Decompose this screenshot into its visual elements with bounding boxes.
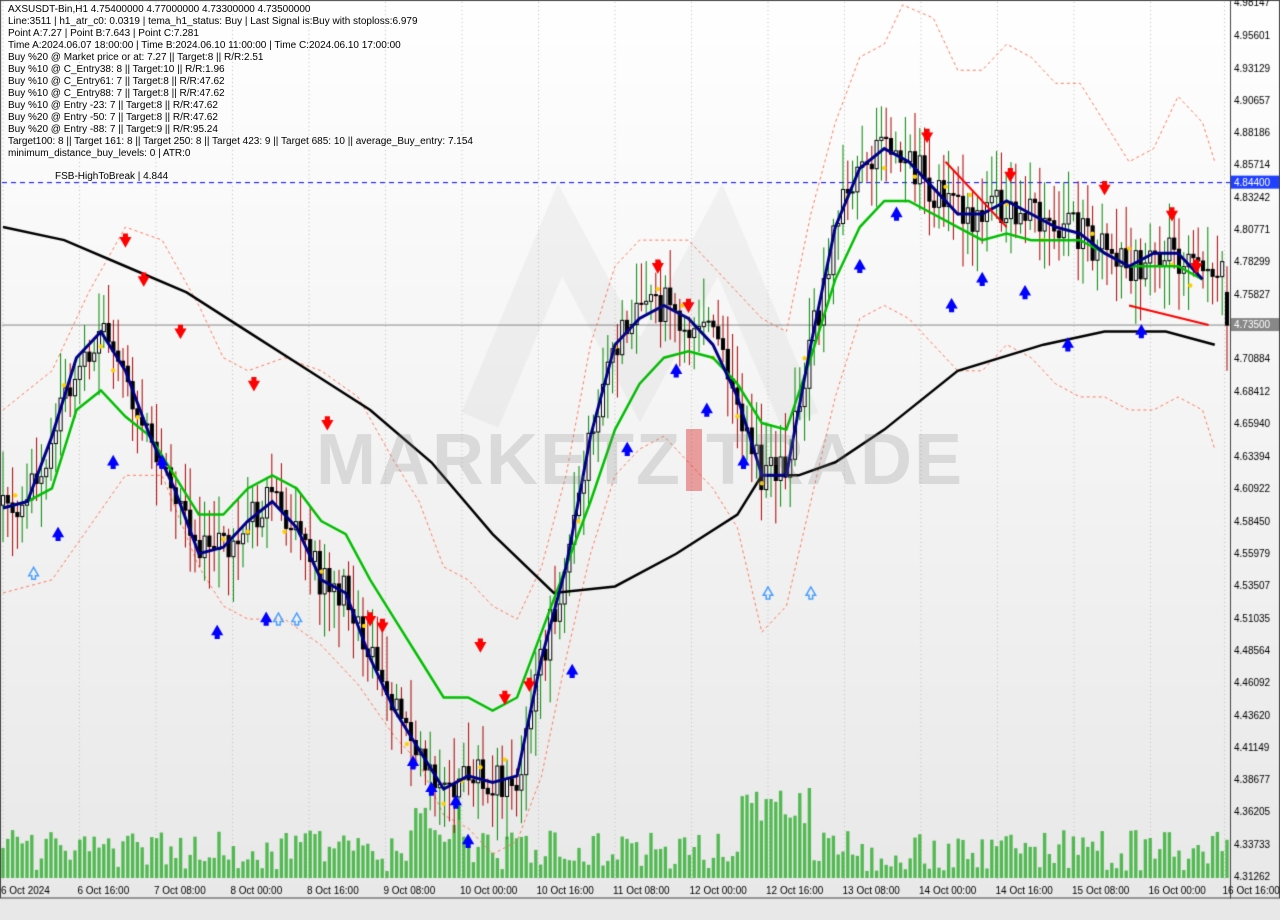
header-line: Buy %20 @ Entry -50: 7 || Target:8 || R/… — [8, 112, 473, 124]
chart-title: AXSUSDT-Bin,H1 4.75400000 4.77000000 4.7… — [8, 4, 473, 16]
header-line: Buy %10 @ C_Entry61: 7 || Target:8 || R/… — [8, 76, 473, 88]
header-line: Buy %10 @ C_Entry88: 7 || Target:8 || R/… — [8, 88, 473, 100]
header-line: Buy %20 @ Market price or at: 7.27 || Ta… — [8, 52, 473, 64]
chart-container: MARKETZ TRADE AXSUSDT-Bin,H1 4.75400000 … — [0, 0, 1280, 920]
header-line: Point A:7.27 | Point B:7.643 | Point C:7… — [8, 28, 473, 40]
header-line: Buy %10 @ Entry -23: 7 || Target:8 || R/… — [8, 100, 473, 112]
header-line: Time A:2024.06.07 18:00:00 | Time B:2024… — [8, 40, 473, 52]
header-line: Buy %10 @ C_Entry38: 8 || Target:10 || R… — [8, 64, 473, 76]
chart-header: AXSUSDT-Bin,H1 4.75400000 4.77000000 4.7… — [8, 4, 473, 160]
fsb-label: FSB-HighToBreak | 4.844 — [55, 171, 168, 182]
header-line: minimum_distance_buy_levels: 0 | ATR:0 — [8, 148, 473, 160]
header-line: Buy %20 @ Entry -88: 7 || Target:9 || R/… — [8, 124, 473, 136]
header-line: Target100: 8 || Target 161: 8 || Target … — [8, 136, 473, 148]
header-line: Line:3511 | h1_atr_c0: 0.0319 | tema_h1_… — [8, 16, 473, 28]
